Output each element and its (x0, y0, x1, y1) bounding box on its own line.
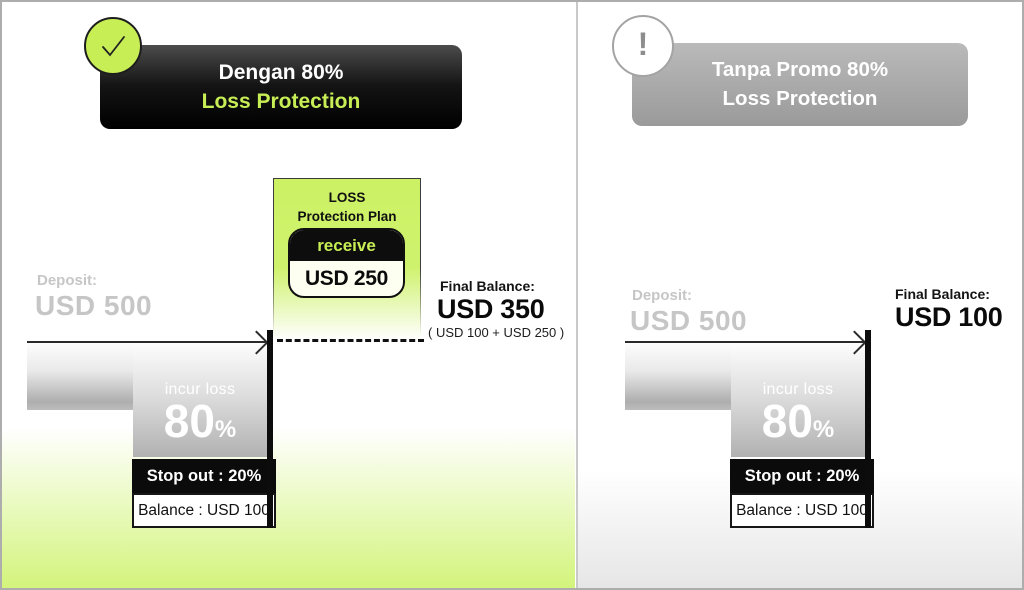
left-stopout-bar (267, 330, 273, 528)
left-title-line2: Loss Protection (201, 90, 361, 113)
right-balance-label: Balance : USD 100 (730, 493, 874, 528)
right-deposit-value: USD 500 (630, 305, 748, 336)
right-title-line2: Loss Protection (722, 86, 878, 110)
receive-label: receive (290, 230, 403, 261)
right-final-balance-value: USD 100 (895, 302, 1003, 332)
incur-loss-label: incur loss (164, 381, 236, 398)
plan-title-line2: Protection Plan (297, 208, 397, 224)
left-title-card: Dengan 80% Loss Protection (100, 45, 462, 129)
check-icon (102, 36, 125, 57)
left-deposit-box (27, 343, 133, 410)
left-final-balance-value: USD 350 (437, 294, 545, 324)
left-deposit-value: USD 500 (35, 290, 153, 321)
right-title-line1: Tanpa Promo 80% (711, 57, 889, 81)
right-stopout-label: Stop out : 20% (730, 459, 874, 493)
incur-loss-percent: 80% (163, 395, 237, 447)
alert-badge: ! (612, 15, 674, 77)
alert-icon: ! (637, 25, 649, 62)
left-incur-loss-box: incur loss 80% (133, 343, 267, 457)
incur-loss-label: incur loss (762, 381, 834, 398)
left-title-line1: Dengan 80% (218, 60, 344, 84)
incur-loss-percent: 80% (761, 395, 835, 447)
check-badge (84, 17, 142, 75)
green-gradient-bg (2, 428, 575, 588)
receive-pill: receive USD 250 (288, 228, 405, 298)
left-final-balance-label: Final Balance: (440, 278, 535, 294)
right-deposit-box (625, 343, 731, 410)
left-stopout-label: Stop out : 20% (132, 459, 276, 493)
panel-divider (576, 2, 578, 588)
left-final-balance-detail: ( USD 100 + USD 250 ) (428, 325, 565, 340)
left-balance-label: Balance : USD 100 (132, 493, 276, 528)
right-title-card: Tanpa Promo 80% Loss Protection (632, 43, 968, 126)
projection-dashed-line (277, 339, 424, 342)
right-final-balance-label: Final Balance: (895, 286, 990, 302)
left-axis-line (27, 341, 267, 343)
plan-title-line1: LOSS (328, 190, 366, 205)
right-axis-line (625, 341, 865, 343)
right-deposit-label: Deposit: (632, 287, 692, 304)
receive-value: USD 250 (304, 266, 389, 290)
left-deposit-label: Deposit: (37, 272, 97, 289)
right-stopout-bar (865, 330, 871, 528)
right-incur-loss-box: incur loss 80% (731, 343, 865, 457)
